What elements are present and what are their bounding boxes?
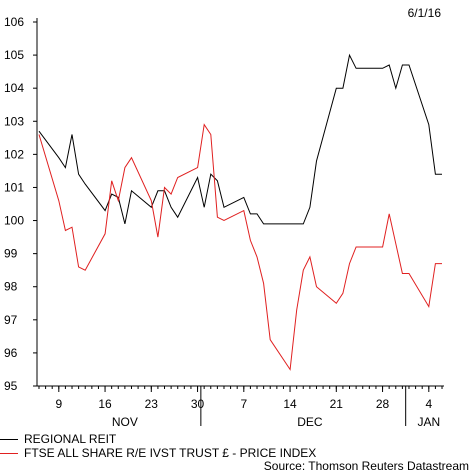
legend-label: REGIONAL REIT xyxy=(24,432,117,446)
month-label: NOV xyxy=(112,415,138,429)
source-note: Source: Thomson Reuters Datastream xyxy=(263,459,469,473)
y-tick-label: 98 xyxy=(4,280,18,294)
legend-swatch xyxy=(0,438,18,440)
month-label: DEC xyxy=(297,415,323,429)
y-tick-label: 104 xyxy=(4,81,24,95)
legend-item-ftse-index: FTSE ALL SHARE R/E IVST TRUST £ - PRICE … xyxy=(0,446,316,460)
chart-axes: 95 96 97 98 99 100 101 102 103 104 105 106 9 16 23 30 7 1… xyxy=(4,15,444,429)
month-label: JAN xyxy=(417,415,440,429)
y-tick-label: 105 xyxy=(4,48,24,62)
y-tick-label: 95 xyxy=(4,379,18,393)
legend-label: FTSE ALL SHARE R/E IVST TRUST £ - PRICE … xyxy=(24,446,317,460)
x-tick-label: 16 xyxy=(98,397,112,411)
y-tick-label: 96 xyxy=(4,346,18,360)
legend-item-regional-reit: REGIONAL REIT xyxy=(0,432,116,446)
legend-swatch xyxy=(0,452,18,454)
x-tick-label: 4 xyxy=(425,397,432,411)
y-tick-label: 101 xyxy=(4,180,24,194)
x-tick-label: 23 xyxy=(145,397,159,411)
x-tick-label: 7 xyxy=(240,397,247,411)
x-tick-label: 28 xyxy=(376,397,390,411)
y-tick-label: 102 xyxy=(4,147,24,161)
x-tick-label: 30 xyxy=(191,397,205,411)
x-tick-label: 9 xyxy=(55,397,62,411)
x-tick-label: 21 xyxy=(330,397,344,411)
y-tick-label: 103 xyxy=(4,114,24,128)
y-tick-label: 106 xyxy=(4,15,24,29)
series-line-ftse-index xyxy=(38,123,442,371)
series-line-regional-reit xyxy=(38,53,442,225)
y-tick-label: 100 xyxy=(4,214,24,228)
y-tick-label: 99 xyxy=(4,247,18,261)
chart-series xyxy=(38,53,442,371)
x-tick-label: 14 xyxy=(283,397,297,411)
date-stamp: 6/1/16 xyxy=(407,6,441,20)
y-tick-label: 97 xyxy=(4,313,18,327)
